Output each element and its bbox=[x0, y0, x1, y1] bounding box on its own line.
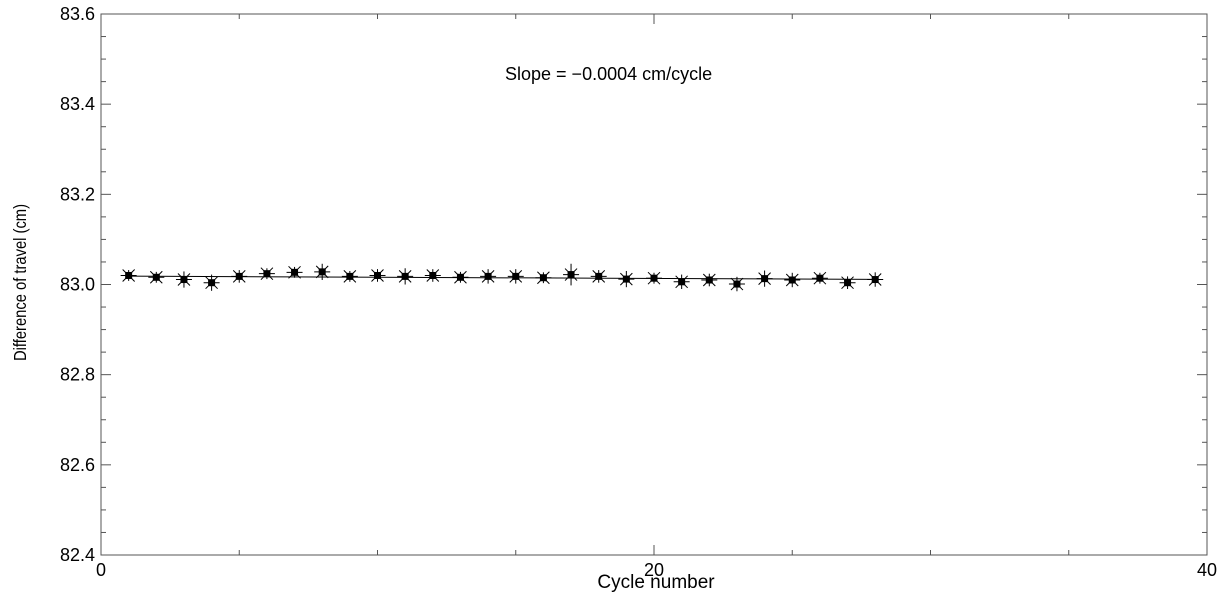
data-point bbox=[590, 270, 607, 283]
data-point bbox=[646, 271, 662, 285]
marker-center bbox=[374, 271, 381, 279]
marker-center bbox=[235, 272, 243, 280]
fit-line-group bbox=[128, 275, 876, 280]
data-point bbox=[618, 270, 635, 288]
marker-center bbox=[512, 272, 520, 280]
data-point bbox=[148, 270, 165, 284]
slope-annotation: Slope = −0.0004 cm/cycle bbox=[505, 64, 712, 84]
marker-center bbox=[567, 271, 575, 279]
y-tick-labels: 82.4 82.6 82.8 83.0 83.2 83.4 83.6 bbox=[60, 4, 95, 565]
x-axis-label: Cycle number bbox=[597, 572, 715, 593]
data-point bbox=[120, 269, 137, 282]
marker-center bbox=[539, 274, 547, 282]
data-point bbox=[452, 270, 469, 284]
marker-center bbox=[816, 274, 824, 282]
y-tick-label: 83.2 bbox=[60, 184, 95, 204]
data-point bbox=[701, 273, 718, 287]
y-tick-label: 83.0 bbox=[60, 275, 95, 295]
data-point bbox=[867, 272, 884, 287]
data-point bbox=[424, 269, 441, 282]
marker-center bbox=[291, 268, 299, 276]
data-point bbox=[258, 267, 275, 281]
plot-frame bbox=[100, 13, 1208, 556]
marker-center bbox=[125, 271, 133, 279]
major-ticks bbox=[100, 13, 1208, 556]
data-point bbox=[535, 271, 552, 285]
marker-center bbox=[788, 276, 796, 284]
y-axis-label: Difference of travel (cm) bbox=[11, 204, 31, 361]
marker-center bbox=[622, 275, 630, 283]
data-point bbox=[507, 269, 524, 284]
data-point bbox=[563, 263, 580, 286]
minor-ticks bbox=[101, 14, 1207, 555]
data-point bbox=[728, 276, 745, 292]
x-tick-labels: 0 20 40 bbox=[96, 560, 1217, 580]
marker-center bbox=[180, 276, 188, 284]
data-point bbox=[480, 269, 497, 284]
marker-center bbox=[152, 273, 160, 281]
x-tick-label: 0 bbox=[96, 560, 106, 580]
marker-center bbox=[844, 279, 852, 287]
marker-center bbox=[595, 272, 603, 280]
marker-center bbox=[318, 268, 326, 276]
marker-center bbox=[733, 280, 741, 288]
data-point bbox=[203, 274, 220, 291]
data-point bbox=[369, 269, 386, 282]
marker-center bbox=[484, 272, 492, 280]
y-tick-label: 83.4 bbox=[60, 94, 95, 114]
data-point bbox=[756, 270, 773, 287]
data-points bbox=[120, 263, 884, 292]
marker-center bbox=[208, 279, 216, 287]
data-point bbox=[673, 274, 690, 290]
data-point bbox=[811, 271, 828, 285]
marker-center bbox=[401, 272, 409, 280]
data-point bbox=[341, 270, 358, 283]
marker-center bbox=[761, 275, 769, 283]
y-tick-label: 82.4 bbox=[60, 545, 95, 565]
y-tick-label: 82.8 bbox=[60, 365, 95, 385]
x-tick-label: 40 bbox=[1197, 560, 1217, 580]
data-point bbox=[314, 263, 331, 280]
marker-center bbox=[650, 274, 658, 282]
marker-center bbox=[705, 276, 713, 284]
marker-center bbox=[871, 276, 879, 284]
marker-center bbox=[429, 271, 437, 279]
marker-center bbox=[678, 278, 686, 286]
data-point bbox=[397, 268, 414, 285]
y-tick-label: 83.6 bbox=[60, 4, 95, 24]
marker-center bbox=[346, 272, 354, 280]
data-point bbox=[286, 265, 303, 279]
data-point bbox=[839, 276, 856, 290]
marker-center bbox=[456, 273, 464, 281]
marker-center bbox=[263, 270, 271, 278]
x-tick-label: 20 bbox=[644, 560, 664, 580]
data-point bbox=[784, 272, 801, 288]
data-point bbox=[175, 271, 192, 288]
y-tick-label: 82.6 bbox=[60, 455, 95, 475]
data-point bbox=[231, 270, 248, 283]
fit-line bbox=[128, 275, 876, 280]
